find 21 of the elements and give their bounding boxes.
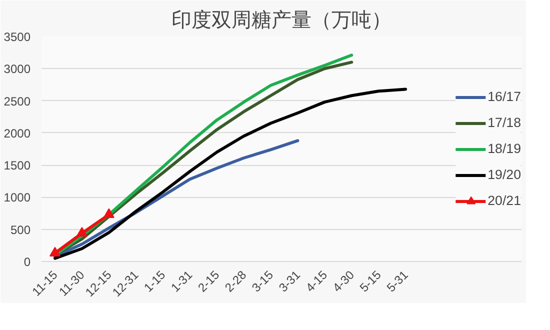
x-tick-label: 5-31 bbox=[384, 268, 412, 295]
y-tick-label: 2500 bbox=[4, 94, 31, 108]
y-tick-label: 1000 bbox=[4, 190, 31, 205]
point bbox=[103, 208, 114, 218]
legend-label: 17/18 bbox=[488, 115, 521, 130]
x-tick-label: 4-30 bbox=[330, 268, 358, 295]
legend-label: 20/21 bbox=[488, 193, 521, 208]
y-tick-label: 3000 bbox=[4, 62, 31, 76]
point bbox=[76, 226, 88, 237]
y-tick-label: 0 bbox=[24, 255, 31, 269]
legend-label: 19/20 bbox=[488, 167, 521, 182]
x-tick-label: 3-31 bbox=[276, 268, 304, 295]
y-tick-label: 3500 bbox=[4, 30, 31, 44]
legend-label: 16/17 bbox=[488, 89, 521, 104]
point bbox=[49, 246, 60, 257]
y-tick-label: 1500 bbox=[4, 158, 31, 173]
y-tick-label: 500 bbox=[10, 222, 31, 237]
legend-label: 18/19 bbox=[488, 141, 521, 156]
chart-title: 印度双周糖产量（万吨） bbox=[172, 8, 392, 32]
y-tick-label: 2000 bbox=[4, 126, 31, 140]
line-series bbox=[53, 88, 408, 260]
